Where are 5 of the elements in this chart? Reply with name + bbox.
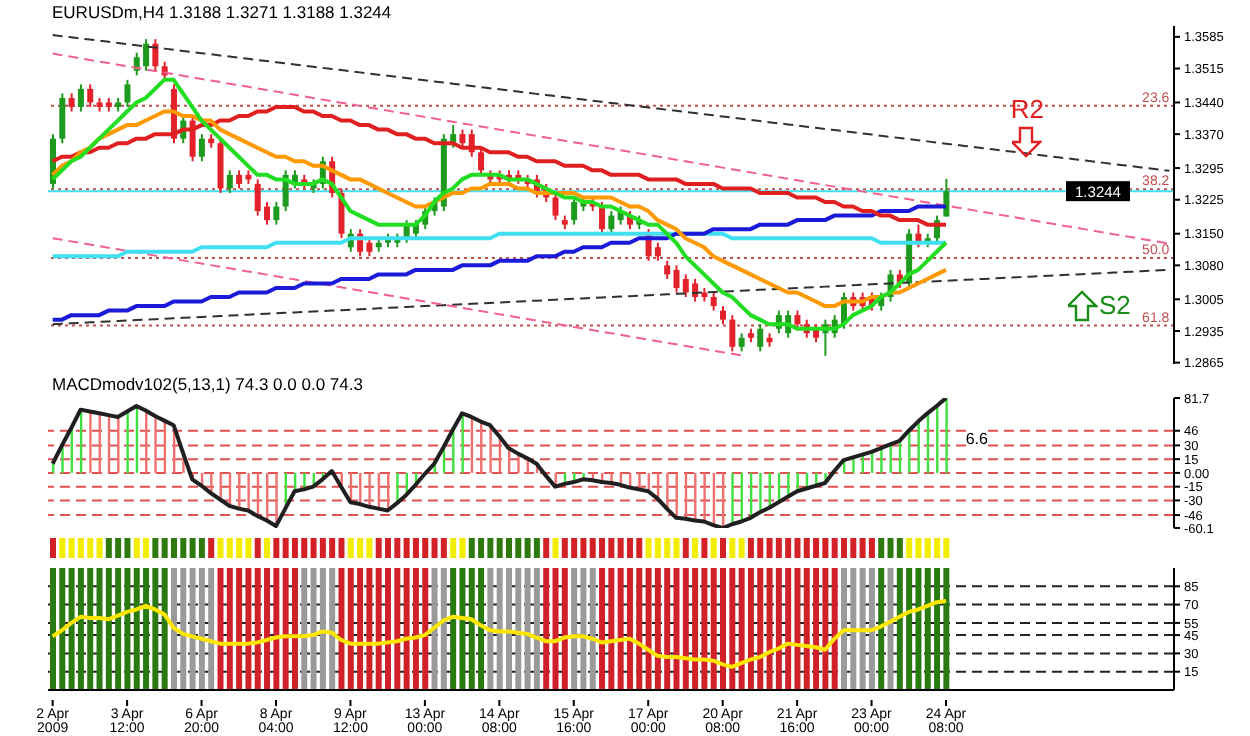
- chart-title: EURUSDm,H4 1.3188 1.3271 1.3188 1.3244: [52, 2, 392, 22]
- annotation: R2: [1010, 94, 1044, 125]
- annotation: 6.6: [965, 426, 988, 455]
- annotation: S2: [1099, 290, 1131, 321]
- chart-title: MACDmodv102(5,13,1) 74.3 0.0 0.0 74.3: [52, 374, 363, 394]
